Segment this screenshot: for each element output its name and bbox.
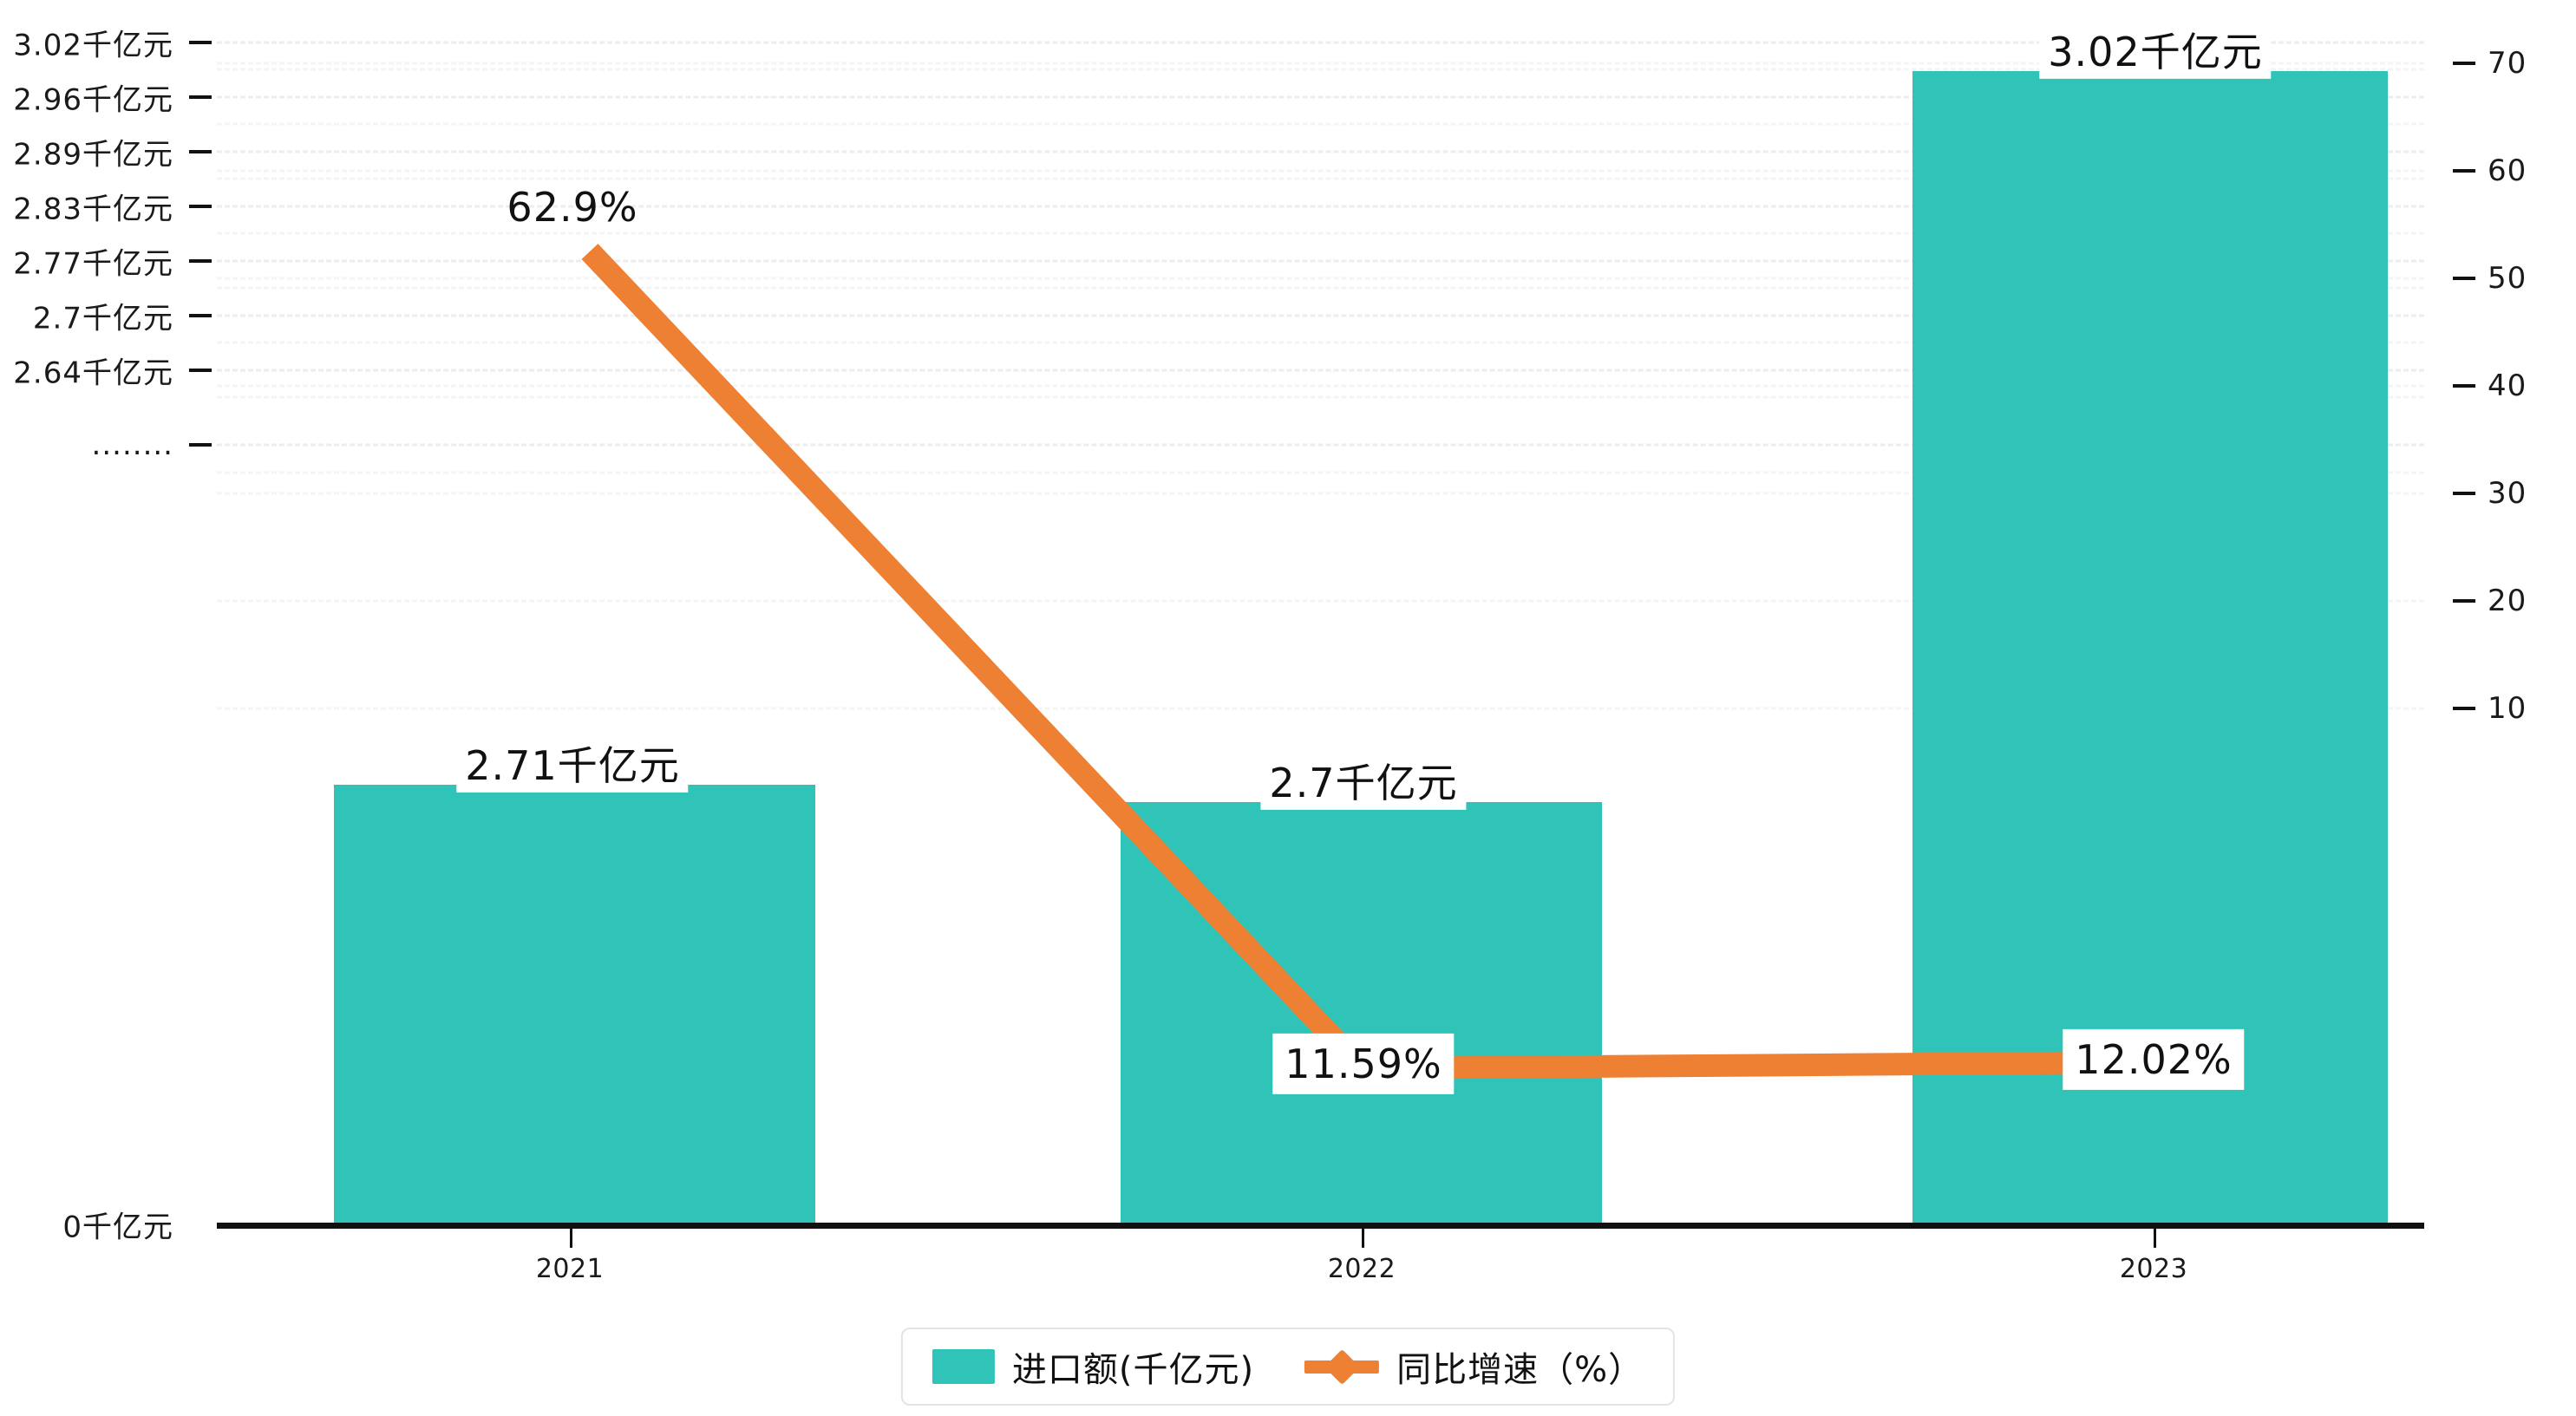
x-axis-tick-label-2022: 2022 [1327, 1254, 1396, 1284]
legend-item-label: 同比增速（%） [1396, 1350, 1644, 1390]
y-axis-right-tick-label: 70 [2488, 46, 2527, 81]
y-axis-right-tick-label: 50 [2488, 261, 2527, 296]
x-axis-tick-label-2021: 2021 [535, 1254, 605, 1284]
y-axis-left-tick [189, 443, 212, 447]
bar-value-label-2021: 2.71千亿元 [456, 738, 689, 793]
y-axis-right-tick-label: 10 [2488, 691, 2527, 726]
y-axis-right-tick [2453, 62, 2475, 65]
y-axis-right-tick [2453, 277, 2475, 280]
y-axis-left-tick [189, 41, 212, 44]
y-axis-left-tick [189, 369, 212, 372]
y-axis-left-tick-label: 2.96千亿元 [13, 82, 173, 118]
y-axis-left-tick-label: ........ [91, 427, 173, 462]
legend-item-label: 进口额(千亿元) [1011, 1350, 1255, 1390]
line-value-label-2022: 11.59% [1272, 1033, 1455, 1095]
gridline-minor [217, 169, 2424, 173]
y-axis-left-tick-label: 2.83千亿元 [13, 192, 173, 227]
y-axis-left-tick-label: 3.02千亿元 [13, 28, 173, 63]
y-axis-right-tick [2453, 492, 2475, 495]
x-axis-tick [2154, 1229, 2156, 1248]
bar-value-label-2023: 3.02千亿元 [2039, 24, 2272, 80]
legend-item-import-amount[interactable]: 进口额(千亿元) [932, 1341, 1254, 1392]
y-axis-right-tick-label: 40 [2488, 369, 2527, 403]
y-axis-left-tick-label: 0千亿元 [62, 1210, 173, 1245]
gridline-minor [217, 68, 2424, 71]
y-axis-right-tick [2453, 384, 2475, 388]
gridline-major [217, 205, 2424, 208]
gridline-major [217, 150, 2424, 153]
bar-value-label-2022: 2.7千亿元 [1260, 755, 1467, 811]
y-axis-right-tick [2453, 169, 2475, 173]
y-axis-right-tick-label: 60 [2488, 153, 2527, 188]
y-axis-left-tick-label: 2.64千亿元 [13, 356, 173, 391]
gridline-minor [217, 122, 2424, 126]
bar-2021[interactable] [334, 785, 815, 1224]
y-axis-left-tick [189, 259, 212, 263]
legend-item-growth-rate[interactable]: 同比增速（%） [1304, 1341, 1644, 1392]
gridline-major [217, 95, 2424, 99]
bar-swatch-icon [932, 1349, 995, 1384]
y-axis-right-tick-label: 30 [2488, 476, 2527, 511]
y-axis-left-tick [189, 205, 212, 208]
bar-2022[interactable] [1121, 802, 1602, 1224]
y-axis-left-tick-label: 2.89千亿元 [13, 137, 173, 173]
y-axis-left-tick [189, 95, 212, 99]
y-axis-left-tick [189, 150, 212, 153]
y-axis-left-tick-label: 2.7千亿元 [32, 301, 173, 336]
line-value-label-2023: 12.02% [2063, 1028, 2245, 1091]
gridline-minor [217, 62, 2424, 65]
gridline-minor [217, 177, 2424, 180]
y-axis-right-tick [2453, 599, 2475, 603]
line-value-label-2021: 62.9% [507, 183, 638, 231]
y-axis-left-tick [189, 314, 212, 317]
line-diamond-icon [1304, 1348, 1380, 1386]
x-axis-line [217, 1223, 2424, 1229]
x-axis-tick [1362, 1229, 1364, 1248]
y-axis-left-tick-label: 2.77千亿元 [13, 246, 173, 282]
gridline-major [217, 41, 2424, 44]
x-axis-tick [570, 1229, 572, 1248]
y-axis-right-tick [2453, 707, 2475, 710]
y-axis-right-tick-label: 20 [2488, 584, 2527, 618]
x-axis-tick-label-2023: 2023 [2119, 1254, 2188, 1284]
chart-legend[interactable]: 进口额(千亿元) 同比增速（%） [900, 1328, 1676, 1406]
gridline-minor [217, 232, 2424, 235]
